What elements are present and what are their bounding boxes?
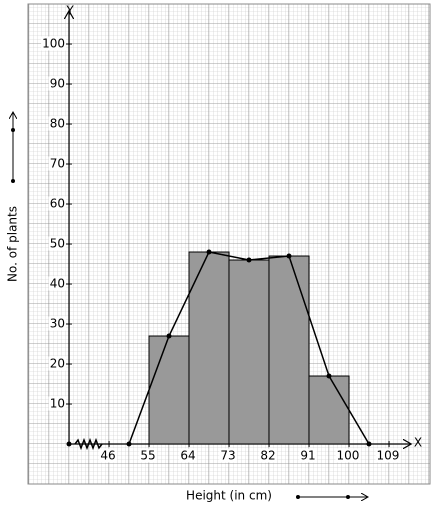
polygon-point [166, 333, 172, 339]
x-tick-label: 55 [140, 449, 155, 463]
y-tick-label: 20 [50, 357, 65, 371]
bar [308, 375, 350, 445]
y-tick-label: 40 [50, 277, 65, 291]
label-bg [99, 448, 117, 463]
x-tick-label: 100 [337, 449, 360, 463]
bar [228, 259, 270, 445]
label-bg [375, 448, 401, 463]
x-tick-label: 82 [260, 449, 275, 463]
origin-dot [66, 441, 72, 447]
y-tick-label: 50 [50, 237, 65, 251]
y-tick-label: 70 [50, 157, 65, 171]
polygon-point [286, 253, 292, 259]
label-bg [41, 36, 66, 51]
y-tick-label: 60 [50, 197, 65, 211]
label-bg [299, 448, 317, 463]
polygon-point [246, 257, 252, 263]
y-axis-name: Y [65, 4, 74, 18]
label-bg [219, 448, 237, 463]
label-bg [48, 276, 66, 291]
label-bg [48, 116, 66, 131]
x-axis-label: Height (in cm) [186, 489, 272, 503]
y-tick-label: 10 [50, 397, 65, 411]
y-axis-label: No. of plants [6, 206, 20, 282]
x-tick-label: 109 [377, 449, 400, 463]
label-bg [48, 76, 66, 91]
x-axis-name: X [414, 436, 422, 450]
y-tick-label: 80 [50, 117, 65, 131]
label-bg [48, 316, 66, 331]
x-tick-label: 46 [100, 449, 115, 463]
bar [148, 335, 190, 445]
polygon-point [366, 441, 372, 447]
label-bg [335, 448, 361, 463]
label-bg [259, 448, 277, 463]
polygon-point [326, 373, 332, 379]
label-bg [48, 396, 66, 411]
bar [188, 251, 230, 445]
y-tick-label: 90 [50, 77, 65, 91]
label-bg [139, 448, 157, 463]
y-tick-label: 30 [50, 317, 65, 331]
label-bg [48, 356, 66, 371]
x-tick-label: 64 [180, 449, 195, 463]
polygon-point [206, 249, 212, 255]
y-tick-label: 100 [42, 37, 65, 51]
label-bg [48, 156, 66, 171]
x-tick-label: 91 [300, 449, 315, 463]
polygon-point [126, 441, 132, 447]
axis-break [74, 437, 103, 451]
label-bg [179, 448, 197, 463]
bar [268, 255, 310, 445]
label-bg [48, 236, 66, 251]
x-tick-label: 73 [220, 449, 235, 463]
label-bg [48, 196, 66, 211]
decorative-arrows [11, 113, 367, 499]
